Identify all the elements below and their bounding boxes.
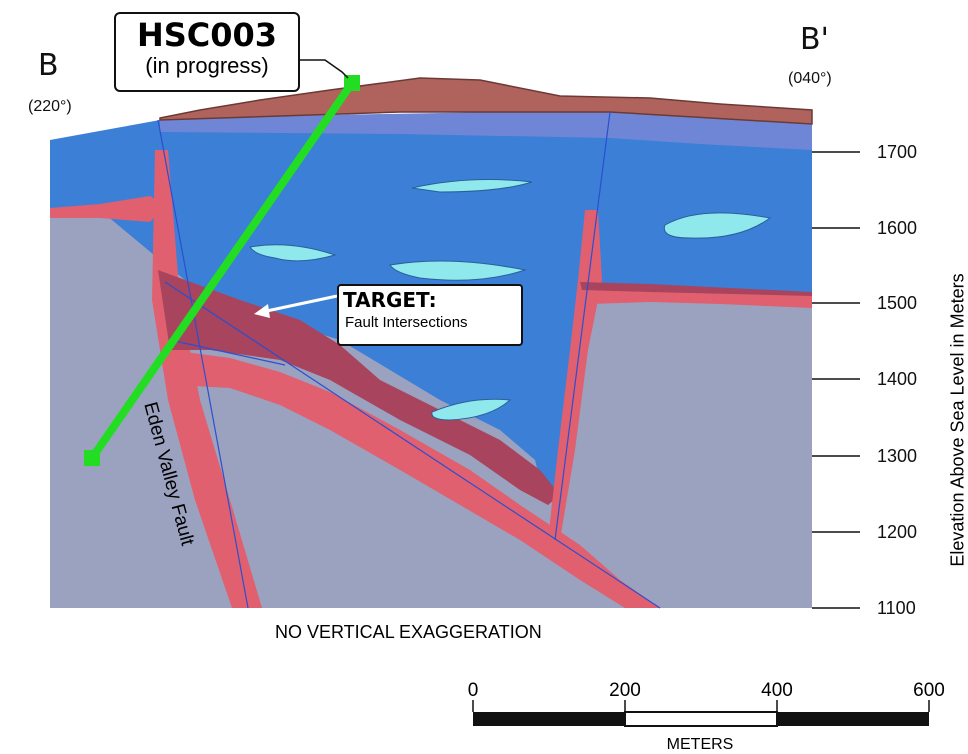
elevation-tick-label: 1500: [877, 293, 917, 314]
target-subtitle: Fault Intersections: [345, 314, 521, 331]
elevation-tick-label: 1400: [877, 369, 917, 390]
drillhole-label-box: HSC003 (in progress): [114, 12, 300, 92]
drillhole-end-marker: [84, 450, 100, 466]
section-start-bearing: (220°): [28, 98, 72, 116]
hole-label-leader: [296, 60, 348, 78]
scale-label: 200: [609, 680, 641, 702]
section-end-bearing: (040°): [788, 70, 832, 88]
section-start-label: B: [38, 48, 59, 83]
scale-bar: [473, 700, 929, 726]
scale-label: 0: [468, 680, 479, 702]
elevation-tick-label: 1600: [877, 218, 917, 239]
scale-label: 400: [761, 680, 793, 702]
section-end-label: B': [800, 22, 829, 57]
elevation-tick-label: 1100: [877, 598, 916, 619]
elevation-axis-title: Elevation Above Sea Level in Meters: [948, 273, 968, 566]
elevation-ticks: [812, 152, 860, 608]
exaggeration-note: NO VERTICAL EXAGGERATION: [275, 622, 542, 643]
drillhole-id: HSC003: [116, 16, 298, 54]
scale-label: 600: [913, 680, 945, 702]
elevation-tick-label: 1200: [877, 522, 917, 543]
elevation-tick-label: 1300: [877, 446, 917, 467]
drillhole-status: (in progress): [116, 54, 298, 78]
scale-unit: METERS: [667, 736, 734, 754]
target-callout: TARGET: Fault Intersections: [337, 284, 523, 346]
elevation-tick-label: 1700: [877, 142, 917, 163]
target-title: TARGET:: [343, 288, 521, 312]
